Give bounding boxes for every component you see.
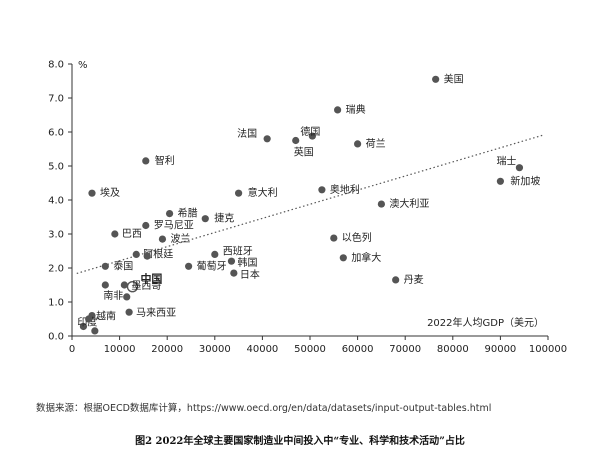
x-tick-label: 80000 <box>437 344 469 355</box>
y-axis-label: % <box>78 60 88 71</box>
point-label: 丹麦 <box>404 274 424 286</box>
x-tick-label: 50000 <box>294 344 326 355</box>
point-label: 阿根廷 <box>143 247 173 260</box>
point-label: 巴西 <box>122 228 142 240</box>
data-point <box>123 293 131 301</box>
point-label: 西班牙 <box>223 245 253 257</box>
data-point <box>165 210 174 218</box>
data-point <box>143 252 151 260</box>
point-label: 波兰 <box>170 232 190 245</box>
data-point <box>158 235 167 243</box>
point-label: 越南 <box>96 310 116 323</box>
y-tick-label: 3.0 <box>48 230 64 241</box>
data-point <box>132 250 140 258</box>
x-axis-label: 2022年人均GDP（美元） <box>427 316 544 329</box>
figure-caption: 图2 2022年全球主要国家制造业中间投入中“专业、科学和技术活动”占比 <box>135 436 465 447</box>
data-point <box>120 281 128 289</box>
point-label: 新加坡 <box>510 174 540 187</box>
point-label: 瑞士 <box>496 155 516 168</box>
point-label: 意大利 <box>248 186 278 199</box>
point-label: 南非 <box>103 289 123 302</box>
point-label: 马来西亚 <box>136 307 176 319</box>
data-point <box>432 75 440 83</box>
data-point <box>201 215 209 223</box>
data-point <box>377 200 385 208</box>
data-point <box>235 189 243 197</box>
y-tick-label: 8.0 <box>48 60 64 71</box>
point-label: 加拿大 <box>351 251 381 264</box>
data-point <box>211 250 219 258</box>
point-label: 奥地利 <box>330 183 360 196</box>
data-point <box>263 135 271 143</box>
point-label: 美国 <box>444 72 464 85</box>
x-tick-label: 70000 <box>389 344 421 355</box>
data-point <box>88 189 96 197</box>
point-label: 希腊 <box>178 207 198 220</box>
point-label: 中国 <box>140 272 162 286</box>
point-label: 荷兰 <box>366 137 386 150</box>
data-source-note: 数据来源：根据OECD数据库计算，https://www.oecd.org/en… <box>36 403 492 414</box>
point-label: 澳大利亚 <box>389 197 429 210</box>
point-label: 韩国 <box>237 256 257 269</box>
point-label: 埃及 <box>100 186 120 199</box>
data-point <box>85 315 93 323</box>
point-label: 以色列 <box>342 231 372 244</box>
y-tick-label: 6.0 <box>48 128 64 139</box>
data-point <box>339 254 347 262</box>
data-point <box>101 262 109 270</box>
data-point <box>230 269 238 277</box>
y-tick-label: 0.0 <box>48 332 64 343</box>
y-tick-label: 1.0 <box>48 298 64 309</box>
data-point <box>496 177 504 185</box>
y-tick-label: 7.0 <box>48 94 64 105</box>
data-point <box>142 157 150 165</box>
axes: 0 10000 20000 30000 40000 50000 60000 70000 8000… <box>48 60 567 356</box>
point-label: 英国 <box>294 146 314 159</box>
data-point <box>91 327 99 335</box>
x-tick-label: 20000 <box>151 344 183 355</box>
x-tick-label: 40000 <box>246 344 278 355</box>
point-label: 瑞典 <box>346 103 366 116</box>
data-point <box>330 234 338 242</box>
data-point <box>142 221 150 230</box>
point-label: 泰国 <box>113 259 133 272</box>
point-label: 法国 <box>237 127 257 140</box>
scatter-chart: 0 10000 20000 30000 40000 50000 60000 70000 8000… <box>48 60 567 356</box>
x-tick-label: 30000 <box>199 344 231 355</box>
x-tick-label: 0 <box>69 344 75 355</box>
data-point <box>292 136 300 145</box>
point-label: 日本 <box>240 268 260 281</box>
data-point <box>111 230 119 238</box>
data-point <box>79 322 88 331</box>
x-tick-label: 60000 <box>342 344 374 355</box>
data-point <box>515 164 524 172</box>
data-point <box>318 186 326 194</box>
y-tick-label: 4.0 <box>48 196 64 207</box>
point-label: 德国 <box>300 125 320 138</box>
point-label: 葡萄牙 <box>197 259 227 272</box>
point-label: 智利 <box>155 154 175 167</box>
data-point <box>227 257 236 265</box>
y-tick-label: 2.0 <box>48 264 64 275</box>
data-point <box>101 281 109 289</box>
point-label: 罗马尼亚 <box>154 220 194 232</box>
y-tick-label: 5.0 <box>48 162 64 173</box>
x-tick-label: 100000 <box>529 344 567 355</box>
data-point <box>185 262 193 270</box>
data-point <box>125 308 133 316</box>
point-label: 墨西哥 <box>131 280 161 292</box>
data-point <box>392 276 400 284</box>
x-tick-label: 10000 <box>104 344 136 355</box>
point-label: 捷克 <box>214 212 234 225</box>
trendline <box>76 134 544 275</box>
data-point <box>354 140 362 148</box>
data-point <box>308 132 316 140</box>
data-point <box>334 106 342 114</box>
x-tick-label: 90000 <box>484 344 516 355</box>
trend-line <box>76 134 544 275</box>
